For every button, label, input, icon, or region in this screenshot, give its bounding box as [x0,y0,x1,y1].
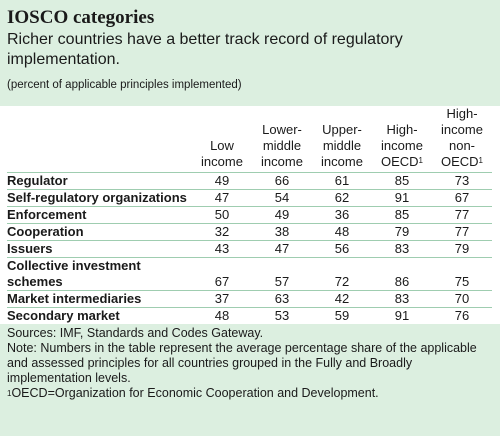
table-row: Cooperation 32 38 48 79 77 [7,223,492,241]
footnote: 1OECD=Organization for Economic Cooperat… [7,386,492,401]
cell-value: 32 [214,224,230,239]
cell-value: 91 [394,308,410,323]
sources-note: Sources: IMF, Standards and Codes Gatewa… [7,326,264,340]
table-row: schemes 67 57 72 86 75 [7,274,492,291]
row-label: Cooperation [7,224,84,239]
row-label: Issuers [7,241,53,256]
cell-value: 50 [214,207,230,222]
cell-value: 79 [454,241,470,256]
table-note: Note: Numbers in the table represent the… [7,341,477,385]
table-row: Secondary market 48 53 59 91 76 [7,307,492,325]
cell-value: 91 [394,190,410,205]
cell-value: 36 [334,207,350,222]
table-row: Issuers 43 47 56 83 79 [7,240,492,258]
row-label: Secondary market [7,308,120,323]
table-row: Enforcement 50 49 36 85 77 [7,206,492,224]
cell-value: 54 [274,190,290,205]
cell-value: 79 [394,224,410,239]
panel-subtitle: Richer countries have a better track rec… [7,31,403,68]
cell-value: 85 [394,173,410,188]
cell-value: 86 [394,274,410,289]
cell-value: 72 [334,274,350,289]
cell-value: 67 [214,274,230,289]
cell-value: 59 [334,308,350,323]
footnote-marker: 1 [7,389,12,398]
cell-value: 53 [274,308,290,323]
cell-value: 48 [334,224,350,239]
table-row: Self-regulatory organizations 47 54 62 9… [7,189,492,207]
table-area: Low income Lower- middle income Upper- m… [0,106,500,324]
col-header-low-income: Low income [201,138,243,169]
cell-value: 38 [274,224,290,239]
footnote-marker: 1 [418,156,423,165]
cell-value: 85 [394,207,410,222]
unit-note: (percent of applicable principles implem… [7,79,242,91]
col-header-high-income-non-oecd: High- income non- OECD1 [440,106,483,169]
panel-title: IOSCO categories [7,7,155,28]
header-blank [7,106,192,173]
cell-value: 47 [274,241,290,256]
cell-value: 83 [394,291,410,306]
cell-value: 76 [454,308,470,323]
table-row: Market intermediaries 37 63 42 83 70 [7,290,492,308]
cell-value: 77 [454,207,470,222]
cell-value: 63 [274,291,290,306]
iosco-table: Low income Lower- middle income Upper- m… [7,106,492,324]
cell-value: 43 [214,241,230,256]
cell-value: 73 [454,173,470,188]
row-label: Regulator [7,173,68,188]
row-label: Collective investment [7,258,141,273]
cell-value: 62 [334,190,350,205]
cell-value: 56 [334,241,350,256]
cell-value: 49 [274,207,290,222]
cell-value: 77 [454,224,470,239]
col-header-high-income-oecd: High- income OECD1 [380,122,423,169]
footnote-marker: 1 [478,156,483,165]
cell-value: 66 [274,173,290,188]
cell-value: 83 [394,241,410,256]
col-header-lower-middle-income: Lower- middle income [261,122,303,169]
footnote-text: OECD=Organization for Economic Cooperati… [11,386,379,400]
cell-value: 61 [334,173,350,188]
cell-value: 75 [454,274,470,289]
cell-value: 49 [214,173,230,188]
cell-value: 67 [454,190,470,205]
cell-value: 70 [454,291,470,306]
cell-value: 37 [214,291,230,306]
cell-value: 48 [214,308,230,323]
cell-value: 42 [334,291,350,306]
header-row: Low income Lower- middle income Upper- m… [7,106,492,173]
row-label: Self-regulatory organizations [7,190,187,205]
table-row: Regulator 49 66 61 85 73 [7,172,492,190]
row-label: schemes [7,274,63,289]
row-label: Enforcement [7,207,87,222]
cell-value: 47 [214,190,230,205]
table-row: Collective investment [7,257,492,275]
cell-value: 57 [274,274,290,289]
col-header-upper-middle-income: Upper- middle income [321,122,363,169]
row-label: Market intermediaries [7,291,142,306]
notes: Sources: IMF, Standards and Codes Gatewa… [7,324,492,401]
